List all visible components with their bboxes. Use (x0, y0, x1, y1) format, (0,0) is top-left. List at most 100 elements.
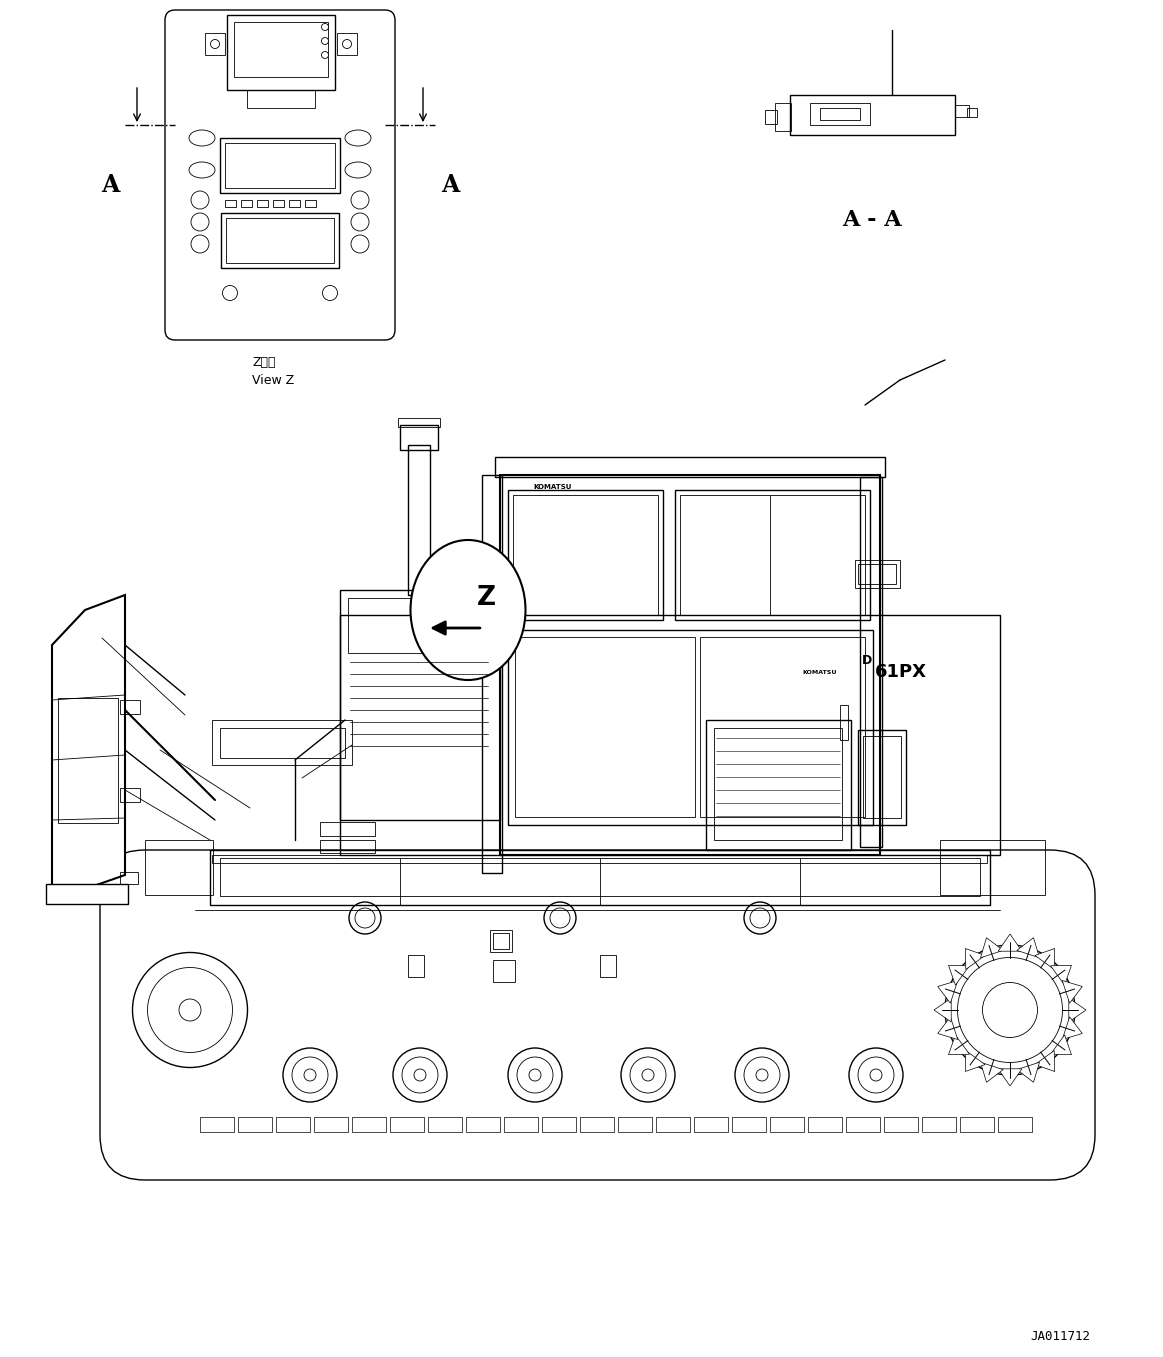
Bar (408, 445, 430, 594)
Polygon shape (980, 1063, 1004, 1083)
Polygon shape (949, 1035, 970, 1054)
Bar (220, 727, 345, 759)
Bar (200, 1117, 234, 1132)
Polygon shape (1062, 981, 1083, 1003)
Bar (855, 560, 900, 588)
Ellipse shape (858, 1057, 894, 1092)
Text: A: A (441, 172, 459, 197)
FancyArrowPatch shape (433, 622, 480, 634)
Polygon shape (1050, 1035, 1071, 1054)
Bar (220, 858, 980, 896)
Bar (820, 109, 859, 119)
FancyBboxPatch shape (165, 9, 395, 341)
Ellipse shape (322, 285, 337, 300)
Text: A: A (101, 172, 119, 197)
Bar (714, 727, 842, 840)
Ellipse shape (550, 908, 570, 928)
Text: Z　視: Z 視 (252, 356, 276, 369)
Bar (120, 873, 138, 883)
Bar (770, 1117, 804, 1132)
Bar (959, 1117, 994, 1132)
Ellipse shape (321, 23, 328, 30)
Bar (732, 1117, 766, 1132)
Bar (858, 730, 906, 825)
Ellipse shape (351, 235, 369, 252)
Text: KOMATSU: KOMATSU (802, 669, 837, 674)
Bar (337, 33, 357, 56)
Bar (226, 218, 334, 263)
Ellipse shape (191, 213, 209, 231)
Bar (227, 15, 335, 90)
Bar (490, 930, 512, 953)
Ellipse shape (870, 1069, 882, 1082)
Bar (618, 1117, 652, 1132)
Polygon shape (937, 981, 958, 1003)
Bar (288, 199, 300, 208)
Bar (348, 598, 492, 653)
Bar (808, 1117, 842, 1132)
Bar (508, 630, 873, 825)
Text: View Z: View Z (252, 373, 294, 387)
Ellipse shape (211, 39, 220, 49)
Text: 61PX: 61PX (875, 664, 927, 681)
Ellipse shape (342, 39, 351, 49)
Ellipse shape (191, 191, 209, 209)
Ellipse shape (321, 52, 328, 58)
Bar (513, 495, 658, 615)
Ellipse shape (345, 161, 371, 178)
Polygon shape (998, 934, 1022, 951)
Ellipse shape (355, 908, 374, 928)
Ellipse shape (957, 958, 1063, 1063)
Text: KOMATSU: KOMATSU (534, 484, 572, 490)
Bar (320, 840, 374, 854)
Bar (580, 1117, 614, 1132)
Text: A - A: A - A (842, 209, 901, 231)
Polygon shape (949, 965, 970, 985)
Ellipse shape (191, 235, 209, 252)
Ellipse shape (946, 944, 1075, 1075)
Polygon shape (1035, 1050, 1055, 1072)
Bar (47, 883, 128, 904)
Ellipse shape (283, 1048, 337, 1102)
Bar (966, 109, 977, 117)
Bar (305, 199, 316, 208)
Bar (790, 95, 955, 134)
Polygon shape (980, 938, 1004, 958)
Bar (493, 959, 515, 982)
Text: Z: Z (477, 585, 495, 611)
Ellipse shape (402, 1057, 438, 1092)
Bar (398, 418, 440, 427)
Polygon shape (998, 1069, 1022, 1086)
Ellipse shape (351, 213, 369, 231)
Bar (775, 103, 791, 132)
Polygon shape (934, 999, 951, 1022)
Polygon shape (1050, 965, 1071, 985)
Ellipse shape (544, 902, 576, 934)
Ellipse shape (321, 38, 328, 45)
Ellipse shape (621, 1048, 675, 1102)
Ellipse shape (744, 902, 776, 934)
Polygon shape (937, 1016, 958, 1039)
Bar (998, 1117, 1032, 1132)
Bar (276, 1117, 311, 1132)
Ellipse shape (411, 540, 526, 680)
Bar (400, 425, 438, 451)
Bar (940, 840, 1046, 896)
Polygon shape (1016, 938, 1040, 958)
Bar (542, 1117, 576, 1132)
Bar (352, 1117, 386, 1132)
Polygon shape (1069, 999, 1086, 1022)
Ellipse shape (744, 1057, 780, 1092)
Bar (257, 199, 267, 208)
Polygon shape (1035, 949, 1055, 969)
Bar (508, 490, 663, 620)
Bar (212, 721, 352, 765)
Bar (205, 33, 224, 56)
Bar (224, 199, 236, 208)
Ellipse shape (190, 161, 215, 178)
Bar (840, 706, 848, 740)
Bar (504, 1117, 538, 1132)
Text: JA011712: JA011712 (1030, 1330, 1090, 1343)
Ellipse shape (351, 191, 369, 209)
Bar (515, 636, 695, 817)
